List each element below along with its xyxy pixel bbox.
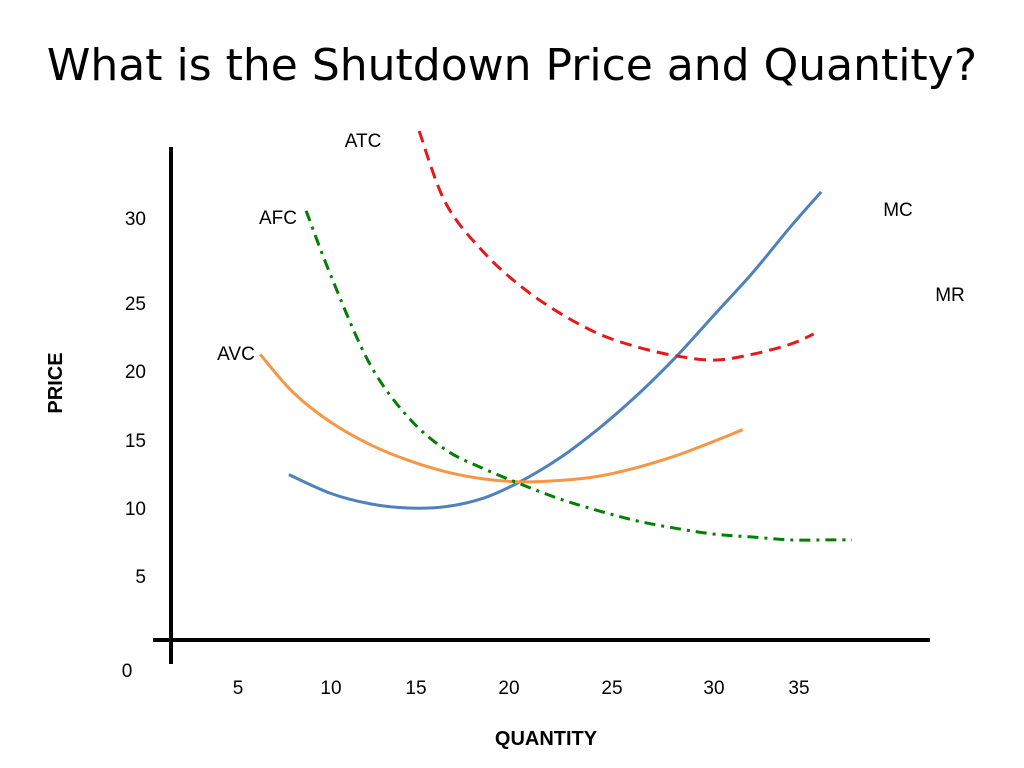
y-tick-label: 5 <box>135 567 146 588</box>
x-tick-label: 25 <box>601 678 622 699</box>
x-axis-title: QUANTITY <box>495 728 598 750</box>
curves <box>258 130 852 542</box>
atc-label: ATC <box>345 131 382 152</box>
y-tick-label: 30 <box>125 209 146 230</box>
y-tick-label: 25 <box>125 294 146 315</box>
x-tick-label: 35 <box>788 678 809 699</box>
curve-labels: ATC AFC AVC MC MR <box>217 131 965 365</box>
y-tick-labels: 5 10 15 20 25 30 <box>125 209 146 588</box>
atc-curve <box>417 130 815 362</box>
mr-label: MR <box>935 285 965 306</box>
mc-label: MC <box>883 200 913 221</box>
x-tick-label: 5 <box>233 678 244 699</box>
x-tick-label: 20 <box>498 678 519 699</box>
origin-label: 0 <box>122 661 133 682</box>
y-axis-title: PRICE <box>45 352 67 413</box>
x-tick-label: 15 <box>405 678 426 699</box>
slide-title: What is the Shutdown Price and Quantity? <box>46 40 978 91</box>
mc-curve <box>288 190 823 510</box>
afc-curve <box>304 210 852 542</box>
x-tick-label: 30 <box>703 678 724 699</box>
x-tick-labels: 5 10 15 20 25 30 35 <box>233 678 810 699</box>
axes <box>153 147 930 664</box>
avc-curve <box>258 353 744 484</box>
y-tick-label: 10 <box>125 499 146 520</box>
y-tick-label: 15 <box>125 431 146 452</box>
y-tick-label: 20 <box>125 362 146 383</box>
afc-label: AFC <box>259 208 297 229</box>
avc-label: AVC <box>217 344 255 365</box>
x-tick-label: 10 <box>320 678 341 699</box>
